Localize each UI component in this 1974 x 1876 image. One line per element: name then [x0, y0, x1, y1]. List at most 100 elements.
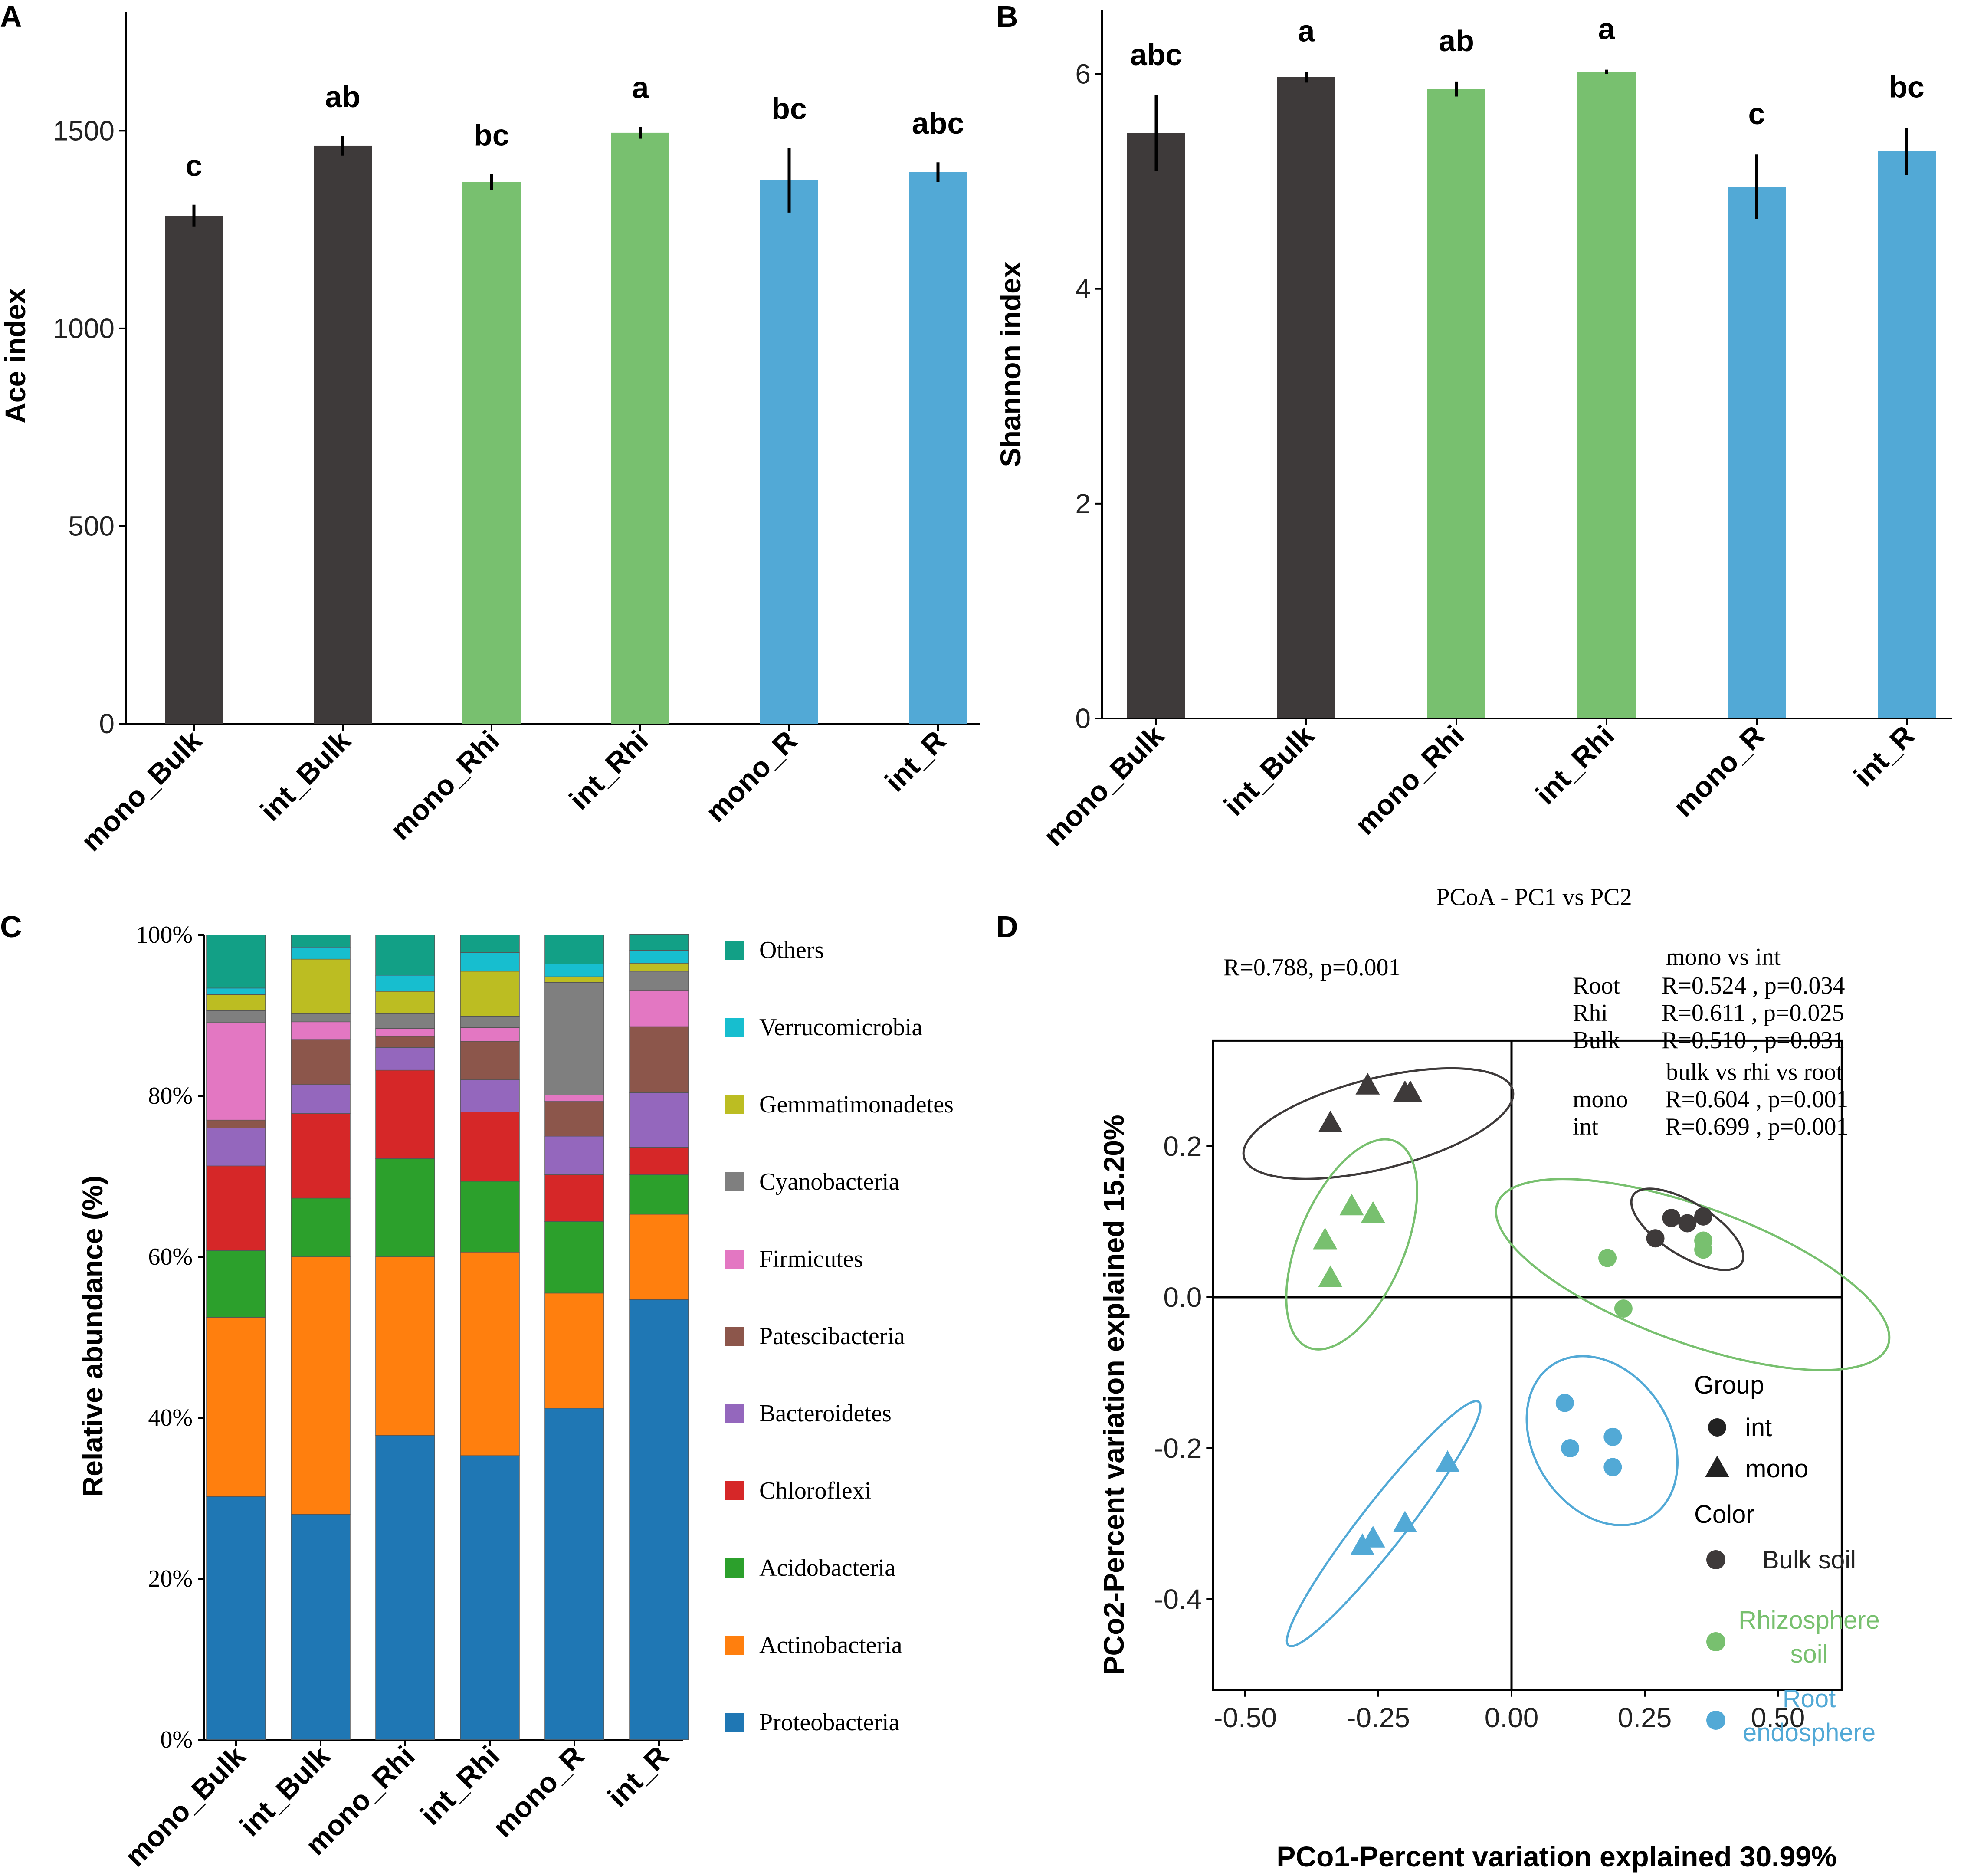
- point-mono-rhizosphere-soil-7: [1318, 1265, 1343, 1287]
- bar-int-bulk: [1277, 77, 1335, 718]
- legend-int-marker: [1708, 1418, 1726, 1437]
- legend-swatch-firmicutes: [725, 1250, 744, 1269]
- segment-int-bulk-actinobacteria: [291, 1256, 351, 1515]
- bar-int-rhi: [1577, 72, 1636, 718]
- x-tick-label-mono-r: mono_R: [486, 1740, 590, 1843]
- y-tick-label-0-4: -0.4: [1154, 1584, 1202, 1615]
- legend-label-others: Others: [759, 937, 824, 964]
- segment-int-r-verrucomicrobia: [629, 950, 689, 964]
- point-int-rhizosphere-soil-19: [1614, 1299, 1633, 1318]
- segment-mono-rhi-acidobacteria: [375, 1158, 435, 1257]
- bar-int-r: [1878, 151, 1936, 718]
- legend-color-label-2-0: Root: [1783, 1685, 1836, 1713]
- point-int-bulk-soil-14: [1694, 1207, 1713, 1226]
- segment-mono-bulk-chloroflexi: [206, 1165, 266, 1251]
- ellipse-rhizosphere-soil-2: [1495, 1178, 1891, 1371]
- legend-label-cyanobacteria: Cyanobacteria: [759, 1168, 900, 1195]
- point-int-root-endosphere-20: [1555, 1394, 1574, 1412]
- segment-int-bulk-bacteroidetes: [291, 1084, 351, 1114]
- y-tick-label-4: 4: [1075, 273, 1091, 305]
- segment-mono-r-firmicutes: [544, 1095, 604, 1102]
- panel-d-stats: R=0.788, p=0.001 mono vs int Root R=0.52…: [1223, 944, 1849, 1140]
- legend-color-title: Color: [1694, 1500, 1754, 1528]
- legend-color-marker-2: [1706, 1711, 1725, 1730]
- y-tick-label-80: 80%: [148, 1082, 193, 1109]
- ellipse-bulk-soil-0: [1242, 1067, 1515, 1180]
- y-tick-label-1500: 1500: [53, 115, 115, 146]
- segment-mono-rhi-verrucomicrobia: [375, 975, 435, 992]
- y-tick-label-0: 0: [99, 708, 115, 739]
- significance-label-int-bulk: ab: [325, 80, 361, 114]
- segment-mono-bulk-actinobacteria: [206, 1317, 266, 1497]
- x-tick-label-mono-r: mono_R: [1667, 719, 1771, 823]
- segment-int-rhi-gemmatimonadetes: [460, 971, 520, 1017]
- stat-mono-vs-int-title: mono vs int: [1666, 944, 1781, 971]
- legend-swatch-acidobacteria: [725, 1558, 744, 1578]
- segment-mono-r-bacteroidetes: [544, 1136, 604, 1175]
- point-int-root-endosphere-21: [1603, 1427, 1622, 1446]
- segment-mono-bulk-patescibacteria: [206, 1119, 266, 1128]
- bar-mono-r: [760, 180, 818, 724]
- legend-color-label-0-0: Bulk soil: [1762, 1546, 1856, 1574]
- segment-int-r-acidobacteria: [629, 1174, 689, 1215]
- point-int-root-endosphere-23: [1603, 1458, 1622, 1476]
- ellipse-root-endosphere-4: [1525, 1355, 1679, 1526]
- panel-d-y-axis-label: PCo2-Percent variation explained 15.20%: [1098, 1115, 1130, 1675]
- segment-int-rhi-acidobacteria: [460, 1181, 520, 1253]
- segment-mono-bulk-bacteroidetes: [206, 1128, 266, 1167]
- bar-mono-rhi: [462, 182, 521, 724]
- segment-mono-bulk-gemmatimonadetes: [206, 994, 266, 1011]
- segment-int-bulk-proteobacteria: [291, 1514, 351, 1740]
- segment-mono-r-cyanobacteria: [544, 982, 604, 1095]
- segment-mono-rhi-actinobacteria: [375, 1256, 435, 1436]
- segment-int-rhi-cyanobacteria: [460, 1016, 520, 1028]
- stat-overall: R=0.788, p=0.001: [1223, 954, 1401, 981]
- legend-swatch-verrucomicrobia: [725, 1018, 744, 1037]
- segment-int-rhi-proteobacteria: [460, 1455, 520, 1740]
- segment-mono-bulk-others: [206, 935, 266, 989]
- stat-rhi-value: R=0.611 , p=0.025: [1662, 1000, 1844, 1027]
- segment-int-r-cyanobacteria: [629, 971, 689, 991]
- legend-label-bacteroidetes: Bacteroidetes: [759, 1400, 892, 1427]
- segment-mono-r-chloroflexi: [544, 1174, 604, 1222]
- legend-int-label: int: [1745, 1414, 1772, 1442]
- point-mono-rhizosphere-soil-5: [1361, 1201, 1385, 1223]
- segment-int-r-gemmatimonadetes: [629, 963, 689, 972]
- point-int-rhizosphere-soil-18: [1598, 1249, 1617, 1267]
- panel-c: C Relative abundance (%) 0% 20% 40% 60% 80% 1…: [0, 910, 954, 1873]
- y-tick-label-0-2: -0.2: [1154, 1433, 1202, 1464]
- x-tick-label-int-r: int_R: [879, 725, 952, 798]
- y-tick-label-60: 60%: [148, 1243, 193, 1270]
- segment-int-r-patescibacteria: [629, 1026, 689, 1093]
- y-tick-label-2: 2: [1075, 488, 1091, 519]
- y-tick-label-1000: 1000: [53, 313, 115, 344]
- panel-a: A Ace index 0 500 1000 1500 mono_Bulk int_Bul…: [0, 0, 980, 857]
- legend-label-firmicutes: Firmicutes: [759, 1246, 863, 1273]
- bar-mono-bulk: [1127, 133, 1185, 718]
- segment-int-rhi-others: [460, 935, 520, 953]
- segment-int-r-chloroflexi: [629, 1147, 689, 1175]
- significance-label-mono-r: c: [1748, 97, 1765, 131]
- significance-label-int-rhi: a: [1598, 12, 1616, 46]
- point-mono-bulk-soil-2: [1398, 1080, 1423, 1102]
- point-int-root-endosphere-22: [1561, 1439, 1580, 1457]
- segment-int-bulk-patescibacteria: [291, 1039, 351, 1085]
- segment-mono-bulk-cyanobacteria: [206, 1010, 266, 1023]
- segment-mono-rhi-bacteroidetes: [375, 1047, 435, 1071]
- segment-mono-rhi-firmicutes: [375, 1028, 435, 1037]
- y-tick-label-500: 500: [68, 510, 115, 541]
- legend-swatch-others: [725, 941, 744, 960]
- x-tick-label-mono-bulk: mono_Bulk: [118, 1739, 252, 1873]
- legend-color-label-2-1: endosphere: [1743, 1719, 1876, 1747]
- point-mono-rhizosphere-soil-4: [1339, 1194, 1364, 1216]
- segment-int-bulk-acidobacteria: [291, 1197, 351, 1257]
- segment-mono-bulk-verrucomicrobia: [206, 987, 266, 995]
- point-int-rhizosphere-soil-17: [1694, 1240, 1713, 1259]
- point-mono-rhizosphere-soil-6: [1313, 1227, 1338, 1250]
- x-tick-label-int-rhi: int_Rhi: [563, 725, 654, 816]
- segment-mono-rhi-patescibacteria: [375, 1036, 435, 1048]
- significance-label-mono-rhi: bc: [474, 118, 509, 152]
- x-tick-label-int-bulk: int_Bulk: [1217, 719, 1320, 822]
- segment-int-rhi-verrucomicrobia: [460, 952, 520, 972]
